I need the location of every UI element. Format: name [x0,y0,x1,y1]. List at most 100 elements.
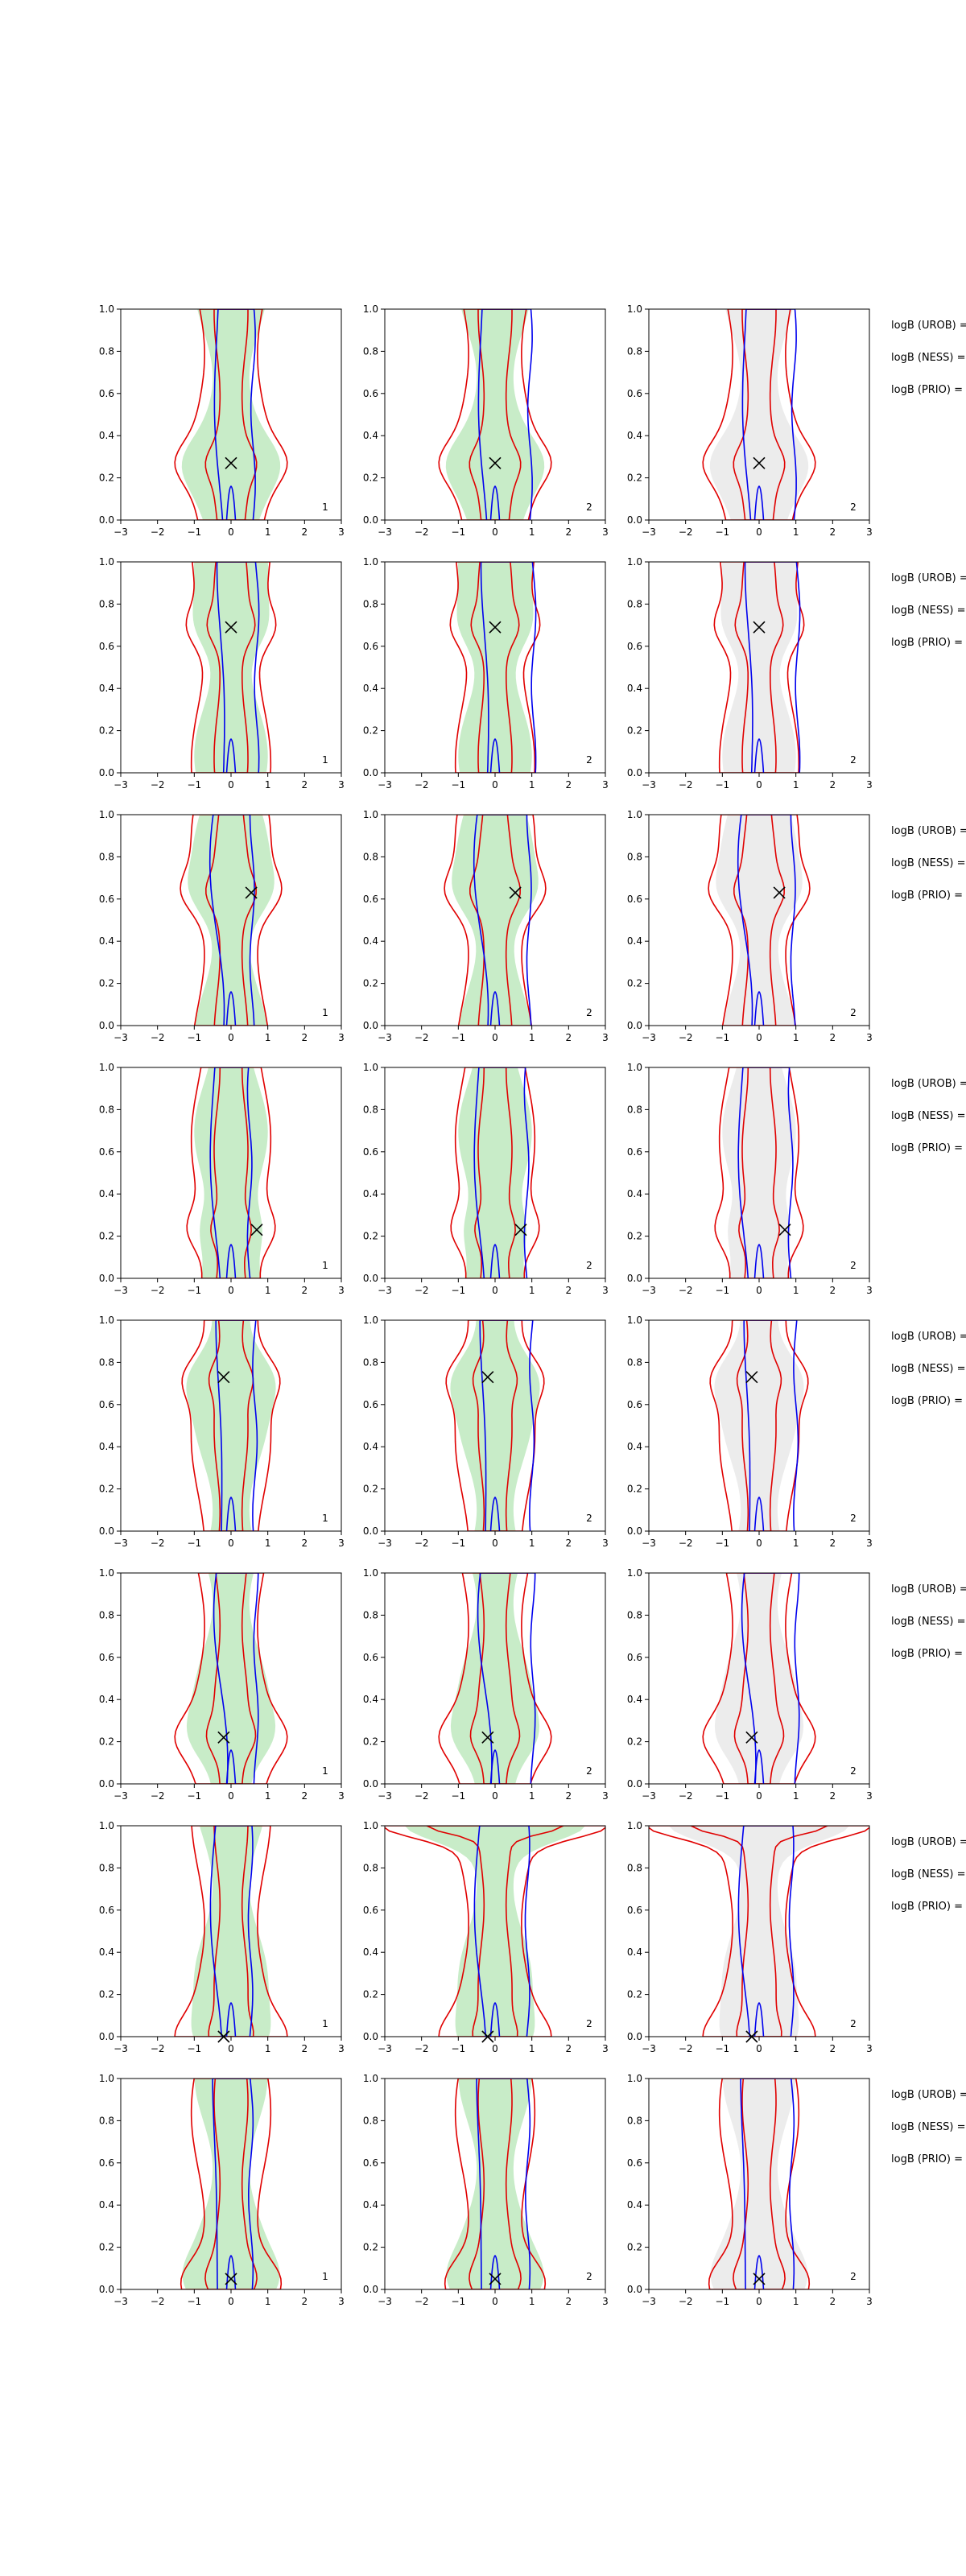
y-tick-label: 0.6 [627,2157,642,2169]
x-tick-label: −3 [642,2043,656,2054]
x-tick-label: 0 [756,1790,762,1802]
red-contour-outer [714,1067,804,1278]
x-tick-label: −2 [415,1032,429,1043]
y-tick-label: 1.0 [363,1315,378,1326]
y-tick-label: 0.8 [99,2115,114,2126]
x-tick-label: −3 [378,1790,392,1802]
x-tick-label: −1 [715,2296,729,2307]
y-tick-label: 0.6 [627,1905,642,1916]
blue-contour [477,309,533,520]
x-tick-label: 2 [830,1285,836,1296]
blue-contour [737,815,796,1026]
panel-r8-c1: −3 −2 −1 0 1 2 3 0.0 0.2 0.4 0.6 0.8 1.0 1 [99,2073,345,2307]
red-contour-outer [708,2079,811,2289]
x-tick-label: 3 [338,779,345,791]
x-tick-label: −1 [187,1538,201,1549]
x-tick-label: 3 [338,1790,345,1802]
y-tick-label: 0.8 [627,1609,642,1620]
x-tick-label: 0 [492,2296,498,2307]
logb-label: logB (PRIO) = [891,1395,963,1407]
x-tick-label: −2 [415,779,429,791]
y-tick-label: 0.4 [363,935,378,947]
x-tick-label: −2 [151,1032,165,1043]
y-tick-label: 0.4 [627,1441,642,1452]
marker-x [778,1224,791,1236]
plot-area [438,1573,552,1784]
marker-x [225,456,237,469]
y-tick-label: 1.0 [99,1062,114,1073]
x-tick-label: −1 [715,779,729,791]
red-contour-inner [738,1067,780,1278]
blue-contour [744,562,801,773]
y-tick-label: 0.2 [627,1736,642,1748]
y-tick-label: 0.6 [99,2157,114,2169]
density-fill [714,1573,804,1784]
x-tick-label: 0 [756,1285,762,1296]
x-tick-label: −3 [378,1538,392,1549]
logb-label: logB (NESS) = [891,1363,965,1375]
x-tick-label: 2 [302,2296,308,2307]
y-tick-label: 0.0 [363,2031,378,2042]
x-tick-label: 1 [793,2043,799,2054]
y-tick-label: 0.2 [99,473,114,484]
plot-area [450,1067,540,1278]
x-tick-label: 3 [338,2043,345,2054]
y-tick-label: 0.4 [99,1188,114,1199]
red-contour-inner [205,1573,257,1784]
x-tick-label: −3 [642,526,656,538]
y-tick-label: 0.0 [627,2031,642,2042]
x-tick-label: 0 [228,1032,234,1043]
red-contour-inner [469,1573,521,1784]
y-tick-label: 1.0 [627,809,642,820]
y-tick-label: 0.8 [99,1356,114,1368]
blue-contour [476,2079,531,2289]
plot-area [385,1826,605,2037]
y-tick-label: 1.0 [99,809,114,820]
y-tick-label: 0.4 [363,2199,378,2211]
logb-label: logB (PRIO) = [891,890,963,902]
blue-contour-low [753,1496,765,1531]
blue-contour-low [489,1244,501,1278]
y-tick-label: 0.2 [363,1989,378,2000]
red-contour-outer [449,562,541,773]
x-tick-label: −3 [378,1032,392,1043]
x-tick-label: −1 [187,1790,201,1802]
logb-label: logB (PRIO) = [891,2153,963,2165]
x-tick-label: −2 [679,526,693,538]
marker-x [225,2273,237,2285]
x-tick-label: 1 [793,1285,799,1296]
logb-label: logB (NESS) = [891,2121,965,2133]
x-tick-label: 3 [866,1790,873,1802]
density-fill [456,562,534,773]
y-tick-label: 0.4 [99,1441,114,1452]
plot-area [449,562,541,773]
y-tick-label: 1.0 [99,1315,114,1326]
density-fill [186,1573,276,1784]
x-tick-label: 3 [866,779,873,791]
y-tick-label: 0.6 [99,894,114,905]
y-tick-label: 0.8 [627,1862,642,1873]
x-tick-label: 0 [492,779,498,791]
red-contour-outer [174,1573,288,1784]
x-tick-label: 3 [602,1790,609,1802]
blue-contour [208,815,255,1026]
x-tick-label: −1 [451,779,465,791]
x-tick-label: 0 [228,2043,234,2054]
y-tick-label: 0.0 [363,2284,378,2295]
x-tick-label: −2 [679,2296,693,2307]
plot-area [714,1067,804,1278]
x-tick-label: −2 [415,2043,429,2054]
y-tick-label: 0.4 [627,1946,642,1958]
panel-r2-c1: −3 −2 −1 0 1 2 3 0.0 0.2 0.4 0.6 0.8 1.0 1 [99,556,345,791]
plot-area [444,2079,547,2289]
red-contour-inner [470,562,520,773]
y-tick-label: 0.6 [627,1146,642,1158]
x-tick-label: −3 [114,1285,128,1296]
x-tick-label: −3 [642,1538,656,1549]
y-tick-label: 0.0 [99,767,114,778]
x-tick-label: −2 [151,2043,165,2054]
blue-contour [473,1826,530,2037]
x-tick-label: −2 [679,1790,693,1802]
y-tick-label: 0.8 [363,598,378,609]
marker-x [225,621,237,634]
